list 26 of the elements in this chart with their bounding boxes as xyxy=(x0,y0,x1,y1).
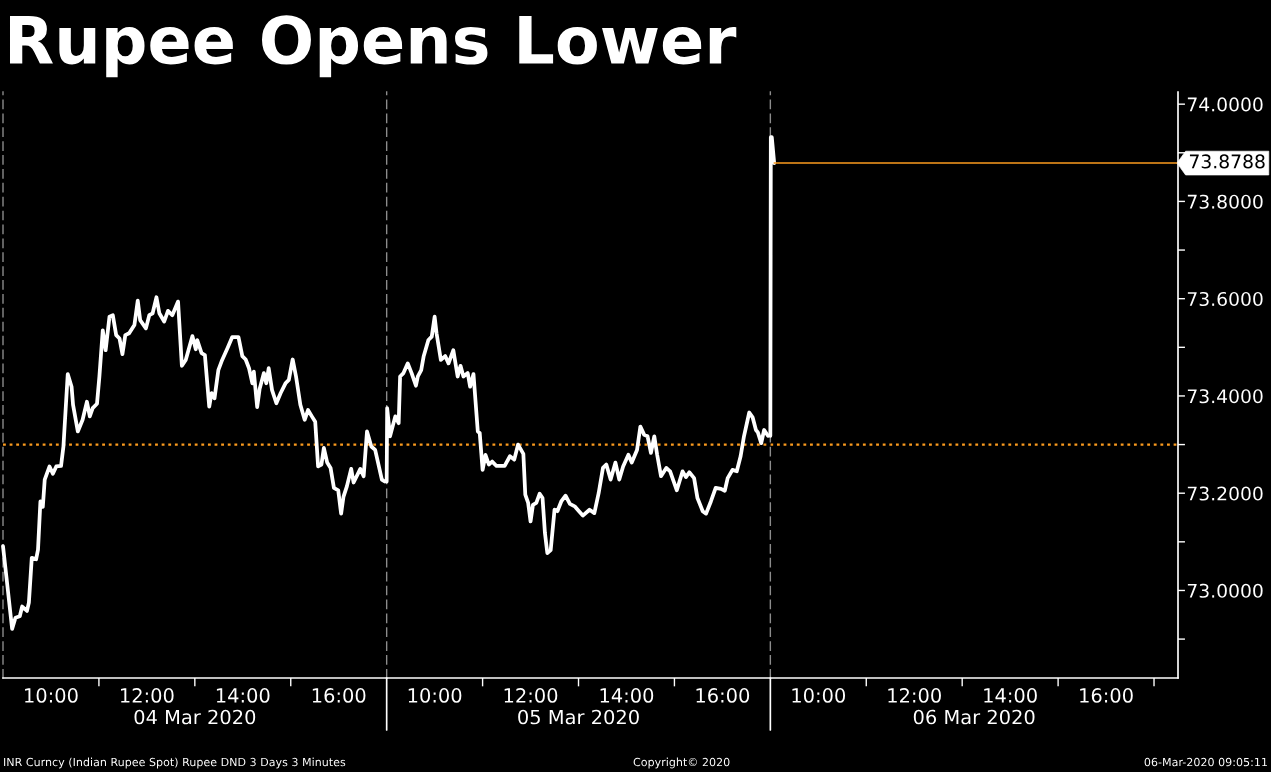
chart-title: Rupee Opens Lower xyxy=(10,15,737,78)
y-tick-label: 73.8000 xyxy=(1187,194,1263,209)
x-tick-label: 16:00 xyxy=(1080,688,1133,703)
x-tick-label: 14:00 xyxy=(216,688,270,703)
x-tick-label: 10:00 xyxy=(25,688,78,703)
x-tick-label: 10:00 xyxy=(792,688,846,703)
text: INR Curncy (Indian Rupee Spot) Rupee DND 3 Days 3 Minutes xyxy=(4,757,346,769)
x-axis-title: 04 Mar 2020 xyxy=(134,709,256,725)
y-tick-label: 73.6000 xyxy=(1187,291,1263,307)
x-tick-label: 10:00 xyxy=(408,688,462,703)
y-tick-label: 73.4000 xyxy=(1187,389,1263,404)
x-tick-label: 14:00 xyxy=(600,688,654,703)
text: 06-Mar-2020 09:05:11 xyxy=(1144,757,1267,767)
text: Copyright© 2020 xyxy=(633,757,730,769)
y-tick-label: 74.0000 xyxy=(1187,97,1263,112)
x-axis-title: 05 Mar 2020 xyxy=(518,709,639,725)
y-tick-label: 73.0000 xyxy=(1187,583,1263,598)
x-tick-label: 12:00 xyxy=(121,688,174,703)
x-axis-title: 06 Mar 2020 xyxy=(913,709,1035,725)
x-tick-label: 12:00 xyxy=(888,688,941,703)
x-tick-label: 16:00 xyxy=(696,688,750,703)
y-tick-label: 73.2000 xyxy=(1187,486,1263,501)
x-tick-label: 16:00 xyxy=(312,688,366,703)
data-label: 73.8788 xyxy=(1189,154,1265,169)
x-tick-label: 14:00 xyxy=(984,688,1037,703)
x-tick-label: 12:00 xyxy=(504,688,558,703)
